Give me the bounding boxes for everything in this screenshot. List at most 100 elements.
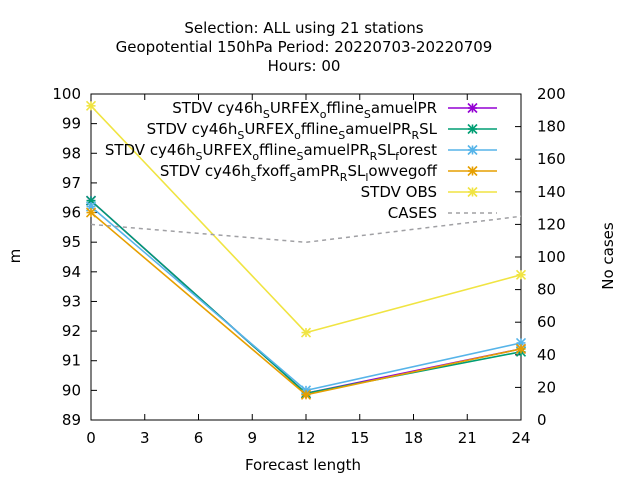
y-tick-label: 98 (62, 144, 81, 162)
y2-axis-label: No cases (599, 222, 617, 290)
series-4 (85, 100, 527, 338)
legend-label-part: fxoff (256, 162, 290, 180)
y2-tick-label: 140 (537, 183, 566, 201)
legend-marker (467, 186, 478, 198)
legend-label-subscript: S (290, 171, 297, 184)
legend-marker (467, 165, 478, 177)
y-tick-label: 92 (62, 322, 81, 340)
y-tick-label: 89 (62, 411, 81, 429)
legend-label-subscript: R (340, 171, 348, 184)
legend-label-part: URFEX (203, 141, 253, 159)
legend-entry-3: STDV cy46hsfxoffSamPRRSLlowvegoff (160, 162, 497, 184)
legend-label-subscript: s (251, 171, 257, 184)
y-axis-label: m (6, 249, 24, 264)
legend-label-subscript: S (263, 108, 270, 121)
data-point (85, 100, 97, 111)
y2-tick-label: 0 (537, 411, 547, 429)
y-tick-label: 95 (62, 233, 81, 251)
legend-label: STDV OBS (361, 183, 437, 201)
legend-label-subscript: o (320, 108, 327, 121)
legend-entry-5: CASES (388, 204, 497, 222)
x-axis: 0 3 6 9 12 15 18 21 24 (86, 94, 531, 447)
y2-tick-label: 20 (537, 378, 556, 396)
legend-label-part: amuelPR (345, 120, 411, 138)
series-2 (85, 201, 527, 396)
series-layer (85, 100, 527, 400)
legend-label: STDV cy46hsfxoffSamPRRSLlowvegoff (160, 162, 438, 184)
legend-label-part: ffline (301, 120, 338, 138)
legend-label-subscript: S (237, 129, 244, 142)
legend-label-subscript: S (196, 150, 203, 163)
data-point (515, 343, 527, 354)
x-tick-label: 9 (247, 429, 257, 447)
legend-label-subscript: S (296, 150, 303, 163)
title-line-3: Hours: 00 (268, 57, 341, 75)
legend-label-part: CASES (388, 204, 437, 222)
legend-label-part: amuelPR (371, 99, 437, 117)
legend-label-part: amPR (297, 162, 340, 180)
data-point (515, 269, 527, 280)
legend-label-part: STDV cy46h (160, 162, 251, 180)
legend-label: STDV cy46hSURFEXofflineSamuelPR (172, 99, 437, 121)
legend-label-part: STDV cy46h (105, 141, 196, 159)
series-line (90, 105, 522, 334)
legend-label-subscript: R (370, 150, 378, 163)
y2-tick-label: 120 (537, 215, 566, 233)
legend-label-part: ffline (259, 141, 296, 159)
legend-entry-4: STDV OBS (361, 183, 497, 201)
x-tick-label: 12 (296, 429, 315, 447)
legend-label: STDV cy46hSURFEXofflineSamuelPRRSL (147, 120, 438, 142)
title-line-1: Selection: ALL using 21 stations (184, 19, 423, 37)
y-tick-label: 94 (62, 263, 81, 281)
series-line (90, 211, 522, 396)
legend-label-part: STDV OBS (361, 183, 437, 201)
legend-label-part: STDV cy46h (172, 99, 263, 117)
x-tick-label: 6 (194, 429, 204, 447)
legend-marker (467, 102, 478, 114)
y-axis-left: 89 90 91 92 93 94 95 96 97 98 99 100 (52, 85, 97, 429)
legend-label-subscript: S (338, 129, 345, 142)
y2-tick-label: 100 (537, 248, 566, 266)
legend-label-part: SL (377, 141, 396, 159)
series-5 (90, 215, 522, 244)
y-tick-label: 96 (62, 204, 81, 222)
y2-tick-label: 60 (537, 313, 556, 331)
legend-label-part: owvegoff (368, 162, 437, 180)
series-1 (85, 195, 527, 399)
chart-title: Selection: ALL using 21 stations Geopote… (116, 19, 493, 75)
y-tick-label: 99 (62, 115, 81, 133)
y-tick-label: 97 (62, 174, 81, 192)
y2-tick-label: 40 (537, 346, 556, 364)
series-line (90, 215, 522, 244)
legend-label-subscript: o (252, 150, 259, 163)
legend-label-part: ffline (326, 99, 363, 117)
y2-tick-label: 160 (537, 150, 566, 168)
data-point (85, 207, 97, 218)
x-tick-label: 18 (404, 429, 423, 447)
x-tick-label: 3 (140, 429, 150, 447)
legend-marker (467, 123, 478, 135)
y-tick-label: 91 (62, 352, 81, 370)
legend-label: STDV cy46hSURFEXofflineSamuelPRRSLforest (105, 141, 437, 163)
y2-tick-label: 200 (537, 85, 566, 103)
legend-label-part: SL (347, 162, 366, 180)
series-3 (85, 207, 527, 400)
y-tick-label: 90 (62, 381, 81, 399)
series-0 (85, 195, 527, 399)
x-axis-label: Forecast length (245, 456, 361, 474)
legend-label-part: orest (399, 141, 437, 159)
legend-marker (467, 144, 478, 156)
y2-tick-label: 80 (537, 281, 556, 299)
legend-label-part: STDV cy46h (147, 120, 238, 138)
title-line-2: Geopotential 150hPa Period: 20220703-202… (116, 38, 493, 56)
y-axis-right: 0 20 40 60 80 100 120 140 160 180 200 (515, 85, 566, 429)
legend-entry-1: STDV cy46hSURFEXofflineSamuelPRRSL (147, 120, 497, 142)
data-point (300, 327, 312, 338)
legend-label-part: URFEX (244, 120, 294, 138)
legend-entry-0: STDV cy46hSURFEXofflineSamuelPR (172, 99, 497, 121)
legend-label-subscript: l (365, 171, 368, 184)
x-tick-label: 0 (86, 429, 96, 447)
y-tick-label: 93 (62, 292, 81, 310)
